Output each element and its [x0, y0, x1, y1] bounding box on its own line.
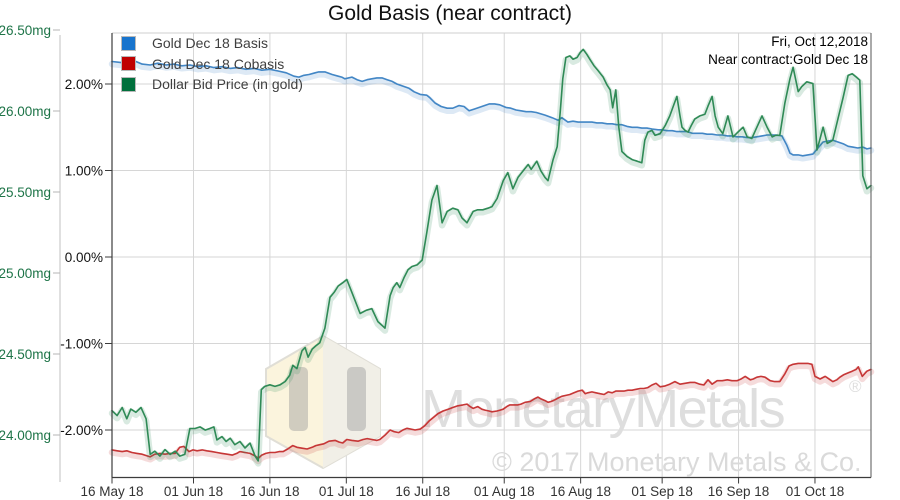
legend-label: Gold Dec 18 Basis [152, 35, 268, 52]
x-tick-label: 16 Jun 18 [240, 484, 299, 499]
pct-tick-label: 0.00% [65, 250, 103, 265]
logo-bar [347, 367, 366, 431]
annotation-date: Fri, Oct 12,2018 [771, 34, 868, 49]
x-tick-label: 16 Sep 18 [708, 484, 770, 499]
x-tick-label: 01 Aug 18 [474, 484, 535, 499]
series-price [108, 48, 875, 467]
x-tick-label: 01 Sep 18 [631, 484, 693, 499]
watermark: MonetaryMetals ®© 2017 Monetary Metals & … [265, 334, 862, 477]
series-line [111, 48, 872, 462]
x-tick-label: 16 Aug 18 [550, 484, 611, 499]
pct-tick-label: 2.00% [65, 77, 103, 92]
series-cobasis [108, 362, 875, 465]
gridlines [112, 32, 871, 478]
legend-swatch [121, 76, 136, 92]
mg-tick-label: 26.00mg [0, 104, 51, 119]
legend-item-cobasis: Gold Dec 18 Cobasis [121, 54, 303, 75]
series-halo [108, 48, 875, 467]
series-halo [108, 362, 875, 465]
chart-title: Gold Basis (near contract) [328, 2, 572, 25]
legend-label: Gold Dec 18 Cobasis [152, 55, 285, 72]
legend-swatch [121, 56, 136, 72]
mg-tick-label: 24.00mg [0, 428, 51, 443]
legend-item-basis: Gold Dec 18 Basis [121, 33, 303, 54]
legend-swatch [121, 35, 136, 51]
pct-tick-label: 1.00% [65, 164, 103, 179]
mg-tick-label: 26.50mg [0, 23, 51, 38]
legend: Gold Dec 18 Basis Gold Dec 18 Cobasis Doll… [121, 33, 303, 95]
series-basis [108, 60, 875, 162]
logo-bar [289, 367, 308, 431]
mg-tick-label: 25.00mg [0, 266, 51, 281]
registered-mark: ® [849, 377, 862, 396]
pct-tick-label: -1.00% [60, 337, 103, 352]
annotation-contract: Near contract:Gold Dec 18 [708, 52, 868, 67]
legend-label: Dollar Bid Price (in gold) [152, 76, 303, 93]
mg-tick-label: 24.50mg [0, 347, 51, 362]
x-tick-label: 01 Jul 18 [319, 484, 374, 499]
series-line [111, 362, 872, 460]
date-annotation: Fri, Oct 12,2018 Near contract:Gold Dec … [708, 33, 868, 69]
copyright-watermark: © 2017 Monetary Metals & Co. [492, 447, 862, 477]
x-tick-label: 01 Oct 18 [786, 484, 845, 499]
x-tick-label: 01 Jun 18 [164, 484, 223, 499]
pct-tick-label: -2.00% [60, 423, 103, 438]
legend-item-price: Dollar Bid Price (in gold) [121, 74, 303, 95]
series-halo [108, 60, 875, 162]
axes: 26.50mg 26.00mg 25.50mg 25.00mg 24.50mg 24.00… [0, 23, 872, 499]
mg-tick-label: 25.50mg [0, 185, 51, 200]
x-tick-label: 16 May 18 [80, 484, 143, 499]
series-line [111, 60, 872, 157]
x-tick-label: 16 Jul 18 [395, 484, 450, 499]
